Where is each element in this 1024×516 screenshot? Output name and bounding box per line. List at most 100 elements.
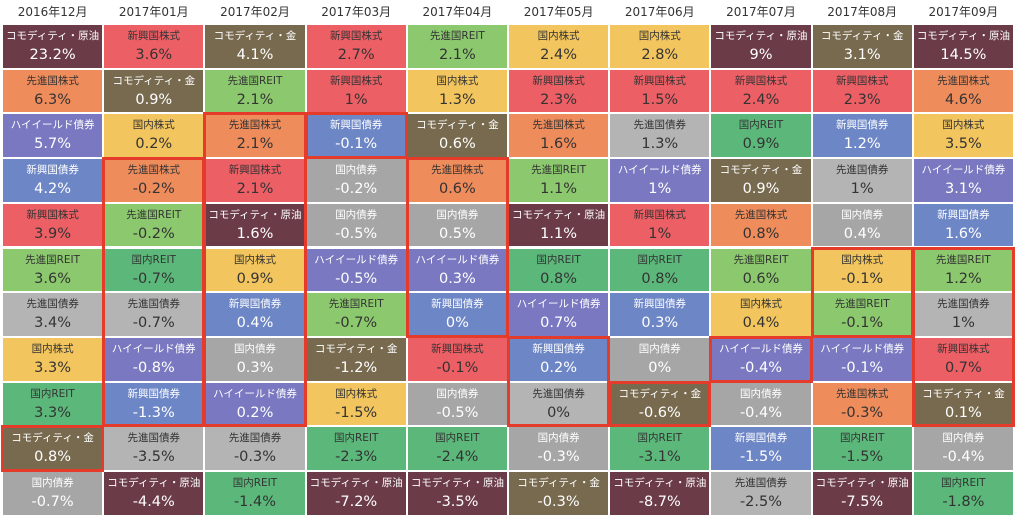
asset-name: コモディティ・原油 [512, 208, 606, 221]
return-value: -1.5% [335, 404, 378, 421]
asset-name: 先進国株式 [532, 119, 585, 132]
asset-name: 国内株式 [942, 119, 985, 132]
table-cell: 国内株式 0.2% [103, 113, 205, 159]
asset-name: 先進国REIT [126, 208, 182, 221]
return-value: 0.3% [641, 315, 679, 332]
asset-name: 先進国株式 [835, 387, 889, 400]
asset-name: 国内債券 [436, 387, 479, 400]
asset-name: ハイイールド債券 [10, 119, 95, 132]
asset-name: 国内株式 [132, 119, 175, 132]
table-cell: コモディティ・金 4.1% [204, 24, 306, 69]
asset-name: 国内株式 [841, 253, 884, 266]
table-cell: ハイイールド債券 -0.8% [103, 336, 205, 382]
return-value: -1.4% [233, 494, 277, 510]
return-value: -0.2% [132, 225, 175, 242]
table-cell: 国内REIT -1.8% [912, 471, 1014, 516]
asset-name: 先進国REIT [25, 253, 81, 266]
asset-name: 国内REIT [30, 387, 75, 400]
table-cell: 先進国債券 -3.5% [103, 426, 205, 471]
table-cell: コモディティ・原油 1.1% [508, 202, 610, 248]
return-value: 1.6% [236, 225, 274, 242]
return-value: 0.8% [742, 225, 780, 242]
table-cell: 国内REIT -1.4% [204, 471, 306, 516]
return-value: -0.5% [335, 225, 378, 242]
asset-name: 国内株式 [436, 74, 479, 87]
return-value: 1% [648, 225, 672, 242]
asset-name: ハイイールド債券 [617, 164, 702, 177]
asset-name: 新興国債券 [431, 298, 484, 311]
asset-name: 国内株式 [739, 298, 782, 311]
asset-name: 新興国株式 [329, 74, 383, 87]
asset-name: コモディティ・金 [213, 30, 297, 42]
table-cell: 国内REIT -2.3% [305, 426, 407, 471]
return-value: 0.8% [540, 270, 578, 287]
asset-name: ハイイールド債券 [415, 253, 500, 266]
return-value: 3.3% [34, 404, 72, 421]
return-value: 1.1% [540, 181, 578, 198]
return-value: 0.2% [540, 359, 578, 376]
asset-name: 新興国債券 [228, 298, 282, 311]
table-cell: コモディティ・金 0.1% [912, 381, 1014, 427]
asset-name: 新興国株式 [127, 30, 181, 42]
asset-name: 新興国債券 [329, 119, 383, 132]
return-value: 0.3% [438, 270, 476, 287]
asset-name: 新興国株式 [26, 208, 79, 221]
table-cell: 新興国株式 1% [609, 202, 711, 248]
table-cell: 先進国REIT -0.7% [305, 292, 407, 337]
table-cell: コモディティ・金 0.9% [710, 158, 812, 203]
table-cell: 先進国REIT 0.6% [710, 247, 812, 293]
table-cell: 国内債券 -0.5% [305, 202, 407, 248]
asset-name: 新興国株式 [329, 30, 383, 42]
return-value: 3.5% [944, 136, 982, 153]
table-cell: 国内株式 2.4% [508, 24, 610, 69]
table-cell: コモディティ・原油 9% [710, 24, 812, 69]
asset-name: 新興国株式 [633, 208, 687, 221]
asset-name: 国内債券 [436, 208, 479, 221]
table-cell: 新興国株式 2.1% [204, 158, 306, 203]
table-cell: ハイイールド債券 5.7% [2, 113, 104, 159]
return-value: -0.3% [537, 449, 580, 466]
return-value: 2.3% [540, 91, 578, 108]
table-cell: コモディティ・原油 -4.4% [103, 471, 205, 516]
return-value: -0.1% [841, 359, 884, 376]
table-cell: コモディティ・金 0.6% [406, 113, 508, 159]
return-value: -7.2% [335, 494, 378, 510]
return-value: -0.7% [132, 270, 175, 287]
asset-name: コモディティ・金 [314, 342, 398, 355]
return-value: 3.9% [34, 225, 72, 242]
asset-name: 先進国債券 [26, 298, 79, 311]
return-value: 1% [850, 181, 874, 198]
return-value: 3.1% [843, 47, 881, 63]
table-cell: 新興国債券 -1.3% [103, 381, 205, 427]
table-cell: 新興国債券 0.4% [204, 292, 306, 337]
asset-name: 先進国債券 [835, 164, 889, 177]
asset-name: ハイイールド債券 [820, 342, 905, 355]
return-value: -0.1% [335, 136, 378, 153]
asset-name: 国内REIT [637, 432, 682, 445]
return-value: 3.4% [34, 315, 72, 332]
table-cell: コモディティ・金 -0.3% [508, 471, 610, 516]
return-value: -0.7% [335, 315, 378, 332]
table-cell: 先進国REIT -0.2% [103, 202, 205, 248]
return-value: 1.5% [641, 91, 679, 108]
asset-name: コモディティ・原油 [916, 30, 1010, 42]
asset-name: コモディティ・原油 [107, 477, 201, 489]
table-cell: 国内債券 0% [609, 336, 711, 382]
return-value: 0.1% [944, 404, 982, 421]
asset-name: 新興国債券 [835, 119, 889, 132]
asset-name: 先進国REIT [834, 298, 890, 311]
table-cell: コモディティ・原油 -3.5% [406, 471, 508, 516]
table-cell: 国内債券 0.3% [204, 336, 306, 382]
column-header: 2017年06月 [624, 5, 695, 19]
table-cell: 国内株式 2.8% [609, 24, 711, 69]
asset-name: 国内REIT [536, 253, 581, 266]
asset-name: 新興国株式 [633, 74, 687, 87]
table-cell: 国内株式 3.3% [2, 336, 104, 382]
asset-name: 国内債券 [335, 208, 378, 221]
table-cell: 新興国債券 1.2% [811, 113, 913, 159]
table-cell: ハイイールド債券 0.2% [204, 381, 306, 427]
table-cell: 国内REIT 0.8% [508, 247, 610, 293]
return-value: -0.6% [638, 404, 681, 421]
table-cell: 新興国債券 0.3% [609, 292, 711, 337]
table-cell: 新興国債券 0% [406, 292, 508, 337]
